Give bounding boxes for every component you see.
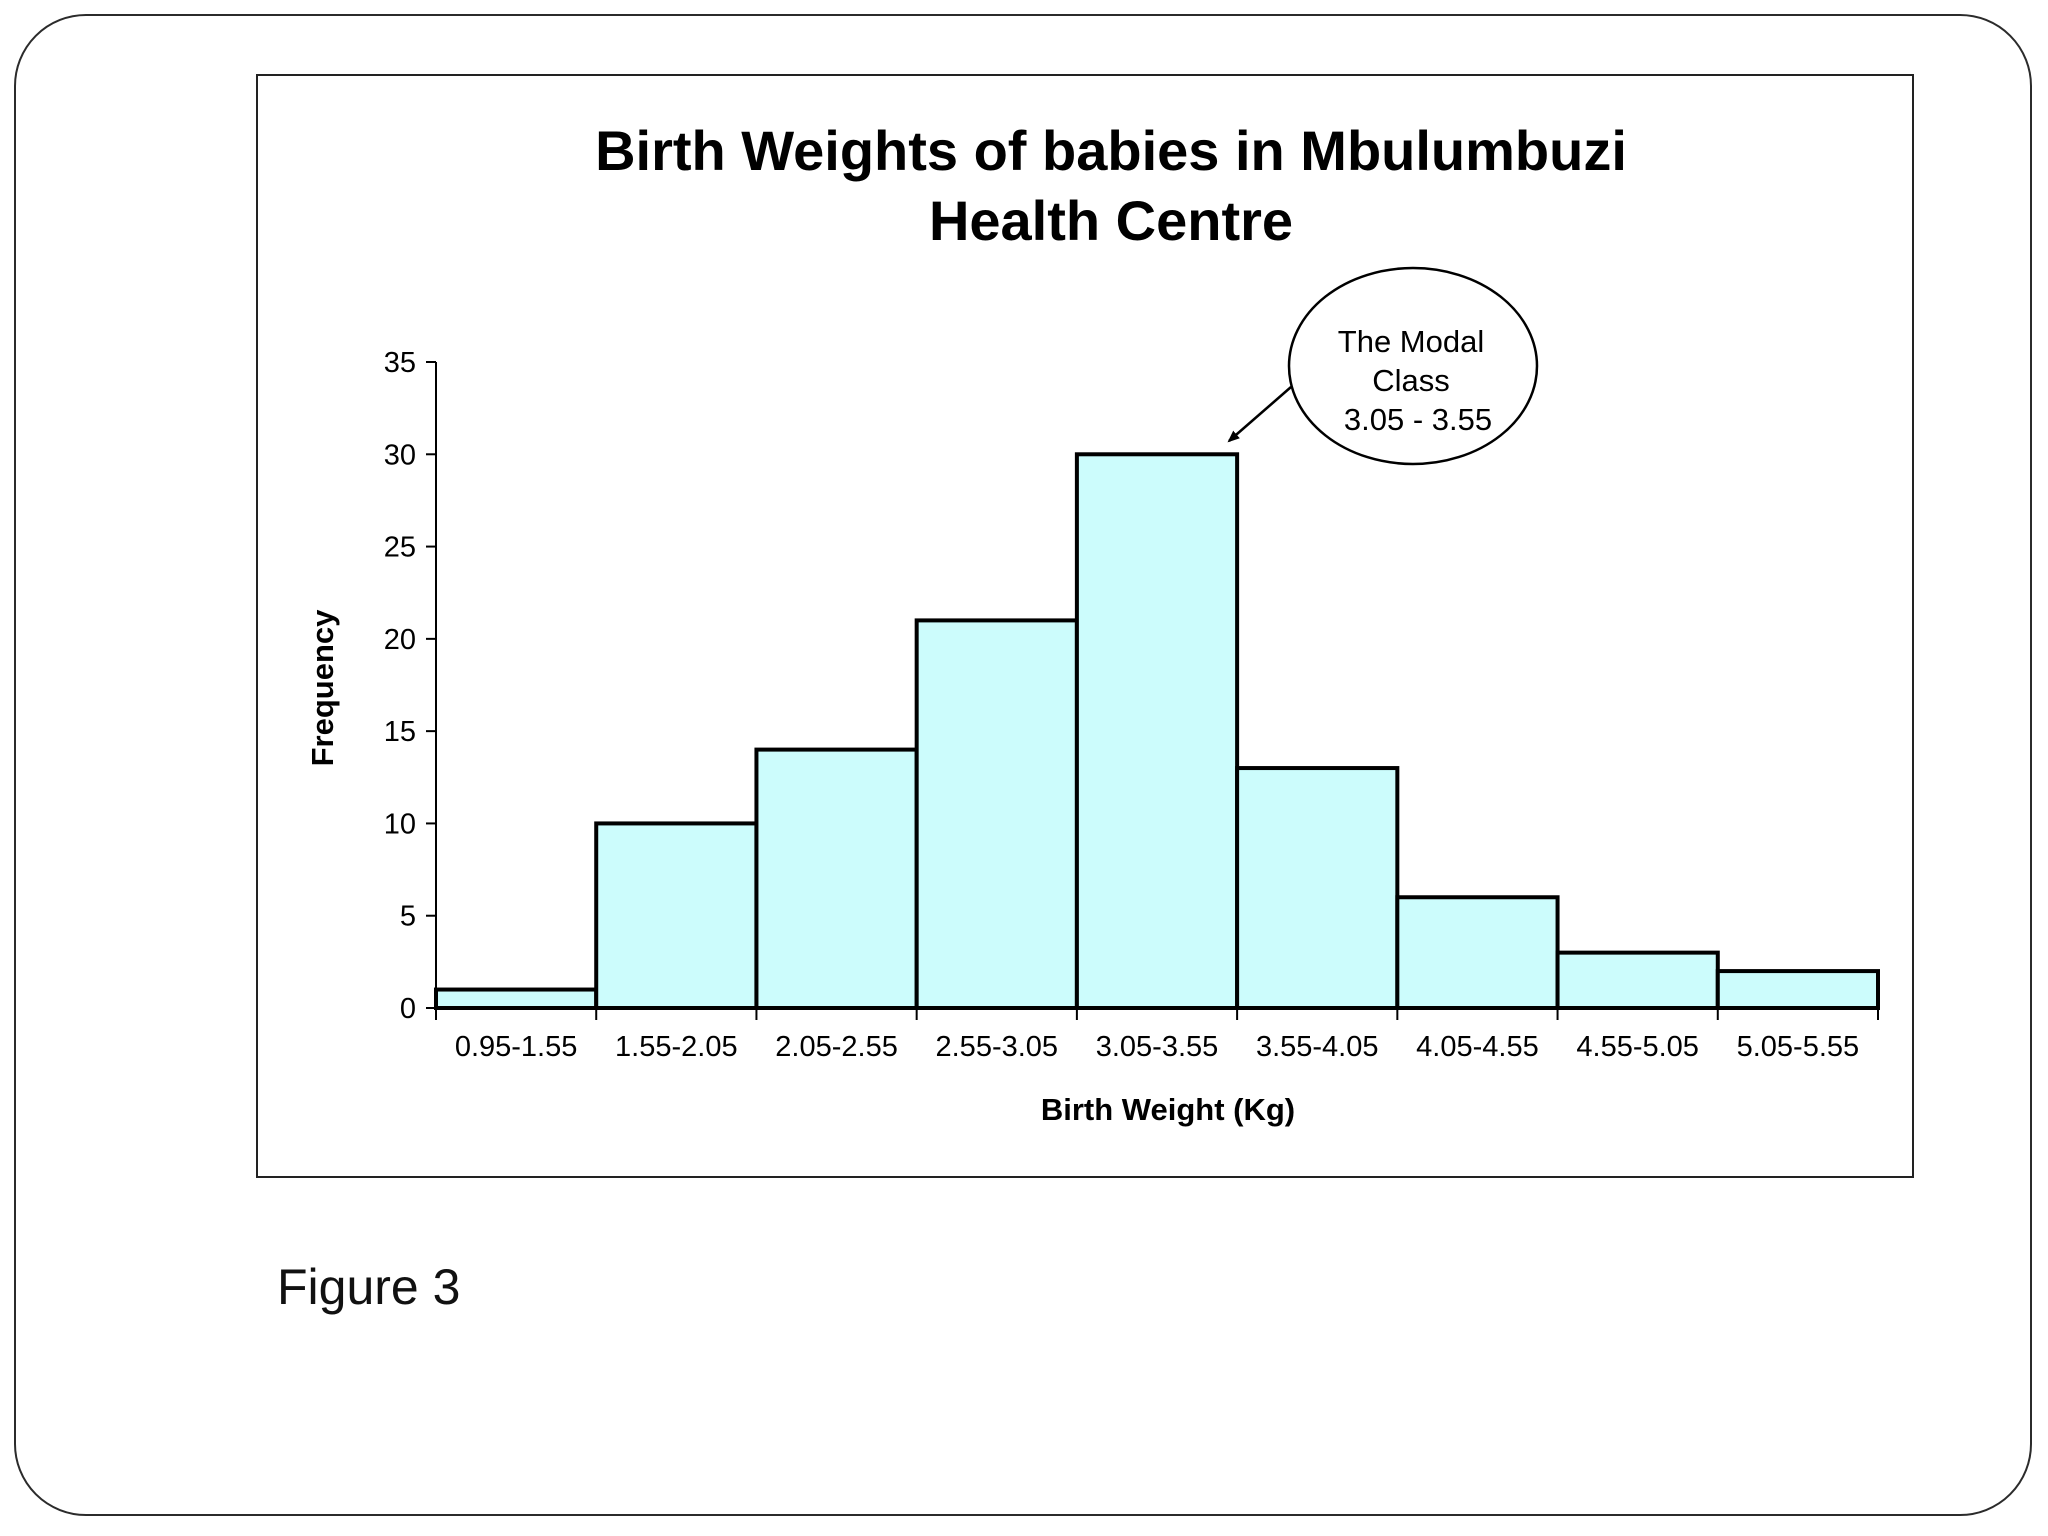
histogram-bar-2.55-3.05 [914, 618, 1079, 1011]
x-tick-label: 2.55-3.05 [936, 1031, 1059, 1063]
callout-text-line: Class [1372, 363, 1450, 398]
y-tick-label: 35 [384, 347, 416, 379]
y-tick-label: 5 [400, 901, 416, 933]
figure-caption: Figure 3 [277, 1259, 461, 1315]
y-tick-label: 25 [384, 532, 416, 564]
chart-box: Birth Weights of babies in Mbulumbuzi Hea… [256, 74, 1914, 1178]
y-tick-label: 0 [400, 993, 416, 1025]
x-tick-label: 2.05-2.55 [775, 1031, 898, 1063]
y-axis-label: Frequency [305, 609, 340, 767]
x-tick-label: 4.05-4.55 [1416, 1031, 1539, 1063]
x-axis-ticks: 0.95-1.55 1.55-2.05 2.05-2.55 2.55-3.05 3.05… [435, 1008, 1879, 1063]
y-axis-ticks: 0 5 10 15 20 25 30 35 [384, 347, 436, 1025]
bars [434, 452, 1881, 1011]
axes [435, 362, 1878, 1010]
x-tick-label: 0.95-1.55 [455, 1031, 578, 1063]
histogram-bar-2.05-2.55 [754, 747, 919, 1010]
callout-text-line: 3.05 - 3.55 [1344, 402, 1492, 437]
x-tick-label: 4.55-5.05 [1576, 1031, 1699, 1063]
callout-arrow [1227, 386, 1292, 443]
histogram-bar-0.95-1.55 [434, 987, 599, 1010]
x-tick-label: 1.55-2.05 [615, 1031, 738, 1063]
histogram-bar-3.05-3.55 [1074, 452, 1240, 1010]
x-tick-label: 3.55-4.05 [1256, 1031, 1379, 1063]
chart-title: Birth Weights of babies in Mbulumbuzi Hea… [595, 119, 1627, 252]
histogram-chart: Birth Weights of babies in Mbulumbuzi Hea… [305, 119, 1881, 1127]
histogram-bar-4.55-5.05 [1555, 950, 1720, 1011]
histogram-bar-3.55-4.05 [1235, 766, 1400, 1010]
histogram-bar-1.55-2.05 [594, 821, 759, 1011]
chart-title-line: Health Centre [929, 189, 1293, 252]
callout-ellipse [1287, 266, 1539, 466]
chart-title-line: Birth Weights of babies in Mbulumbuzi [595, 119, 1627, 182]
y-tick-label: 30 [384, 439, 416, 471]
y-tick-label: 15 [384, 716, 416, 748]
y-tick-label: 20 [384, 624, 416, 656]
x-tick-label: 5.05-5.55 [1737, 1031, 1860, 1063]
y-tick-label: 10 [384, 808, 416, 840]
callout-text-line: The Modal [1338, 324, 1484, 359]
x-axis-label: Birth Weight (Kg) [1041, 1092, 1295, 1127]
histogram-bar-5.05-5.55 [1715, 969, 1881, 1010]
histogram-bar-4.05-4.55 [1395, 895, 1560, 1010]
x-tick-label: 3.05-3.55 [1096, 1031, 1219, 1063]
modal-class-callout: The Modal Class 3.05 - 3.55 [1227, 266, 1539, 466]
